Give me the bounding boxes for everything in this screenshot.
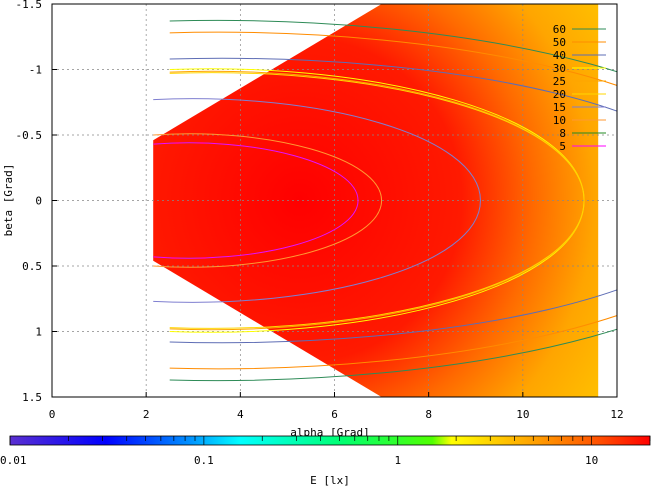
y-axis-label: beta [Grad] — [2, 164, 15, 237]
legend-label-5: 5 — [559, 140, 566, 153]
legend-label-25: 25 — [553, 75, 566, 88]
grid — [52, 4, 617, 397]
legend-label-8: 8 — [559, 127, 566, 140]
legend-label-30: 30 — [553, 62, 566, 75]
x-tick-label: 4 — [237, 408, 244, 421]
contour-line-20 — [169, 72, 585, 329]
colorbar-tick-label: 10 — [585, 454, 598, 467]
y-tick-label: 1.5 — [22, 391, 42, 404]
x-tick-label: 2 — [143, 408, 150, 421]
colorbar-tick-label: 0.1 — [194, 454, 214, 467]
contour-line-60 — [169, 19, 617, 382]
x-tick-label: 12 — [610, 408, 623, 421]
legend-label-40: 40 — [553, 49, 566, 62]
y-tick-label: 0 — [35, 195, 42, 208]
legend-label-60: 60 — [553, 23, 566, 36]
colorbar-gradient — [9, 435, 651, 446]
legend-label-10: 10 — [553, 114, 566, 127]
contour-line-40 — [169, 57, 617, 344]
colorbar-tick-label: 0.01 — [0, 454, 27, 467]
colorbar-tick-label: 1 — [394, 454, 401, 467]
contour-line-15 — [153, 98, 481, 303]
contour-lines — [153, 19, 617, 382]
x-axis-ticks: 0 2 4 6 8 10 12 — [49, 392, 624, 421]
contour-line-50 — [169, 31, 617, 370]
x-tick-label: 10 — [516, 408, 529, 421]
legend-label-50: 50 — [553, 36, 566, 49]
legend-label-15: 15 — [553, 101, 566, 114]
legend-label-20: 20 — [553, 88, 566, 101]
colorbar-ticks: 0.01 0.1 1 10 — [0, 436, 651, 467]
colorbar: 0.01 0.1 1 10 E [lx] — [0, 435, 651, 486]
y-axis-ticks: -1.5 -1 -0.5 0 0.5 1 1.5 — [16, 0, 57, 404]
contour-line-5 — [153, 142, 359, 259]
y-tick-label: -1.5 — [16, 0, 43, 11]
y-tick-label: 1 — [35, 326, 42, 339]
x-tick-label: 0 — [49, 408, 56, 421]
contour-line-10 — [153, 133, 383, 268]
y-tick-label: -1 — [29, 64, 42, 77]
x-tick-label: 8 — [425, 408, 432, 421]
colorbar-label: E [lx] — [310, 474, 350, 486]
y-tick-label: 0.5 — [22, 260, 42, 273]
x-tick-label: 6 — [331, 408, 338, 421]
y-tick-label: -0.5 — [16, 129, 43, 142]
